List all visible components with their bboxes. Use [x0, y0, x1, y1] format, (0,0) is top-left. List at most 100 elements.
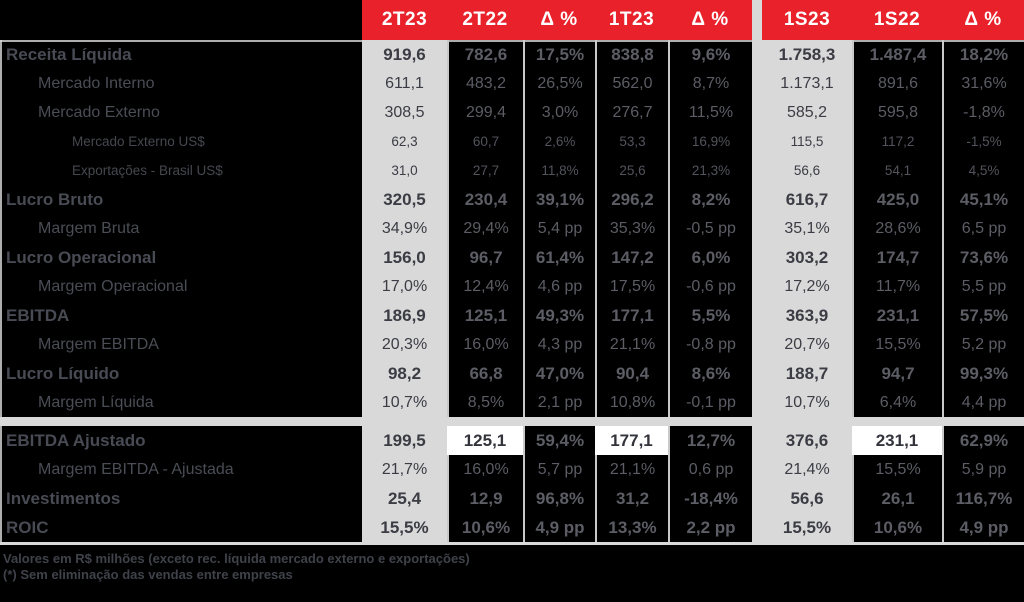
value-cell: -1,8%	[942, 98, 1024, 127]
value-cell: 13,3%	[595, 513, 668, 542]
value-cell: 147,2	[595, 243, 668, 272]
value-cell: 276,7	[595, 98, 668, 127]
table-bottom-border	[0, 542, 1024, 545]
row-label: Margem EBITDA - Ajustada	[38, 460, 234, 478]
table-top-border	[0, 40, 1024, 42]
value-cell: 10,8%	[595, 388, 668, 417]
separator-column	[752, 127, 762, 156]
separator-column	[752, 98, 762, 127]
value-cell: 919,6	[362, 40, 447, 69]
value-cell: 177,1	[595, 301, 668, 330]
value-cell: 156,0	[362, 243, 447, 272]
separator-column	[752, 272, 762, 301]
value-cell: 562,0	[595, 69, 668, 98]
value-cell: 177,1	[595, 426, 668, 455]
value-cell: 363,9	[762, 301, 852, 330]
row-label: Mercado Externo US$	[72, 134, 205, 149]
table-row: Receita Líquida 919,6 782,6 17,5% 838,8 9,6% 1…	[0, 40, 1024, 69]
column-header: Δ %	[942, 0, 1024, 40]
value-cell: 21,1%	[595, 330, 668, 359]
value-cell: 231,1	[852, 426, 942, 455]
value-cell: 21,7%	[362, 455, 447, 484]
value-cell: 16,9%	[668, 127, 752, 156]
value-cell: 12,7%	[668, 426, 752, 455]
row-label: Margem EBITDA	[38, 335, 159, 353]
value-cell: 62,3	[362, 127, 447, 156]
value-cell: 1.758,3	[762, 40, 852, 69]
value-cell: -0,5 pp	[668, 214, 752, 243]
table-body-main: Receita Líquida 919,6 782,6 17,5% 838,8 9,6% 1…	[0, 40, 1024, 417]
value-cell: 11,7%	[852, 272, 942, 301]
value-cell: 188,7	[762, 359, 852, 388]
value-cell: 231,1	[852, 301, 942, 330]
value-cell: 4,3 pp	[523, 330, 595, 359]
value-cell: 8,7%	[668, 69, 752, 98]
value-cell: 320,5	[362, 185, 447, 214]
row-label: Receita Líquida	[6, 44, 132, 64]
value-cell: 10,7%	[362, 388, 447, 417]
value-cell: 57,5%	[942, 301, 1024, 330]
column-header: 1S22	[852, 0, 942, 40]
value-cell: 47,0%	[523, 359, 595, 388]
value-cell: 96,7	[447, 243, 523, 272]
separator-column	[752, 330, 762, 359]
value-cell: 28,6%	[852, 214, 942, 243]
value-cell: 49,3%	[523, 301, 595, 330]
value-cell: 595,8	[852, 98, 942, 127]
value-cell: 26,1	[852, 484, 942, 513]
row-label: EBITDA Ajustado	[6, 430, 146, 450]
value-cell: 303,2	[762, 243, 852, 272]
section-divider	[0, 417, 1024, 426]
table-row: EBITDA 186,9 125,1 49,3% 177,1 5,5% 363,9 231,1…	[0, 301, 1024, 330]
value-cell: 34,9%	[362, 214, 447, 243]
table-row: Margem EBITDA - Ajustada 21,7% 16,0% 5,7 pp…	[0, 455, 1024, 484]
value-cell: 4,9 pp	[942, 513, 1024, 542]
table-row: Lucro Líquido 98,2 66,8 47,0% 90,4 8,6% 188,7 9…	[0, 359, 1024, 388]
row-label: EBITDA	[6, 305, 70, 325]
value-cell: 10,6%	[447, 513, 523, 542]
separator-column	[752, 301, 762, 330]
footnote: (*) Sem eliminação das vendas entre empr…	[3, 567, 293, 582]
value-cell: 17,5%	[595, 272, 668, 301]
row-label: Mercado Interno	[38, 74, 155, 92]
value-cell: 25,4	[362, 484, 447, 513]
column-header: 2T23	[362, 0, 447, 40]
table-row: Margem Líquida 10,7% 8,5% 2,1 pp 10,8% -0,1 p…	[0, 388, 1024, 417]
row-label: Exportações - Brasil US$	[72, 163, 223, 178]
value-cell: 17,0%	[362, 272, 447, 301]
separator-column	[752, 69, 762, 98]
value-cell: 5,9 pp	[942, 455, 1024, 484]
value-cell: 31,2	[595, 484, 668, 513]
value-cell: 174,7	[852, 243, 942, 272]
table-row: Mercado Externo 308,5 299,4 3,0% 276,7 11,5% 5…	[0, 98, 1024, 127]
value-cell: -0,1 pp	[668, 388, 752, 417]
value-cell: 9,6%	[668, 40, 752, 69]
value-cell: 66,8	[447, 359, 523, 388]
value-cell: 8,6%	[668, 359, 752, 388]
column-header: 1S23	[762, 0, 852, 40]
value-cell: 21,4%	[762, 455, 852, 484]
row-label: Lucro Operacional	[6, 247, 157, 267]
separator-column	[752, 0, 762, 40]
table-row: Investimentos 25,4 12,9 96,8% 31,2 -18,4% 56,6…	[0, 484, 1024, 513]
value-cell: 616,7	[762, 185, 852, 214]
value-cell: 3,0%	[523, 98, 595, 127]
value-cell: 116,7%	[942, 484, 1024, 513]
value-cell: 10,6%	[852, 513, 942, 542]
value-cell: 230,4	[447, 185, 523, 214]
table-row: Lucro Bruto 320,5 230,4 39,1% 296,2 8,2% 616,7…	[0, 185, 1024, 214]
value-cell: 4,4 pp	[942, 388, 1024, 417]
table-left-border	[0, 40, 2, 545]
separator-column	[752, 513, 762, 542]
value-cell: 54,1	[852, 156, 942, 185]
value-cell: 1.487,4	[852, 40, 942, 69]
separator-column	[752, 214, 762, 243]
value-cell: 25,6	[595, 156, 668, 185]
row-label: ROIC	[6, 517, 49, 537]
value-cell: 2,1 pp	[523, 388, 595, 417]
value-cell: 11,5%	[668, 98, 752, 127]
value-cell: 308,5	[362, 98, 447, 127]
table-row: Margem Operacional 17,0% 12,4% 4,6 pp 17,5% -…	[0, 272, 1024, 301]
value-cell: 5,4 pp	[523, 214, 595, 243]
value-cell: 61,4%	[523, 243, 595, 272]
